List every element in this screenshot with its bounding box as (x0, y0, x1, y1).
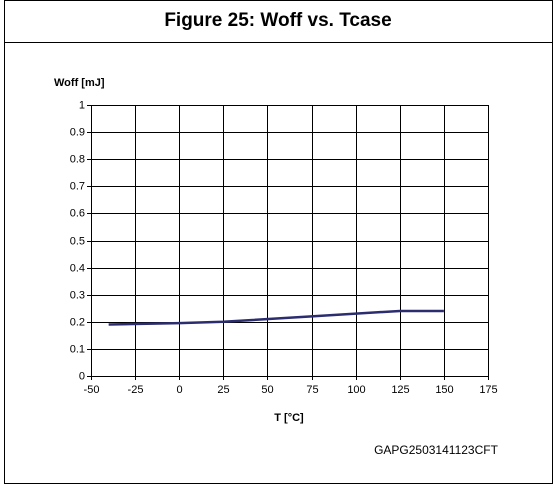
y-tick-label: 0.1 (70, 343, 85, 355)
x-tick-label: 75 (306, 384, 318, 396)
x-tick-label: -25 (128, 384, 144, 396)
x-tick-label: 175 (479, 384, 497, 396)
x-tick-label: 100 (347, 384, 365, 396)
y-tick-label: 0.2 (70, 316, 85, 328)
chart-title: Figure 25: Woff vs. Tcase (164, 10, 391, 31)
data-line (108, 309, 444, 326)
y-tick-label: 0.9 (70, 126, 85, 138)
footer-code: GAPG2503141123CFT (374, 443, 499, 457)
x-tick-label: 50 (261, 384, 273, 396)
x-tick-label: 0 (176, 384, 182, 396)
y-tick-label: 0.4 (70, 262, 85, 274)
x-tick-label: 25 (217, 384, 229, 396)
y-tick-label: 0.5 (70, 235, 85, 247)
y-tick-label: 0.6 (70, 207, 85, 219)
x-tick-label: 150 (435, 384, 453, 396)
y-axis-label: Woff [mJ] (54, 77, 105, 89)
y-tick-label: 0 (79, 370, 85, 382)
y-tick-label: 0.3 (70, 289, 85, 301)
y-tick-label: 1 (79, 99, 85, 111)
y-tick-label: 0.7 (70, 180, 85, 192)
y-tick-label: 0.8 (70, 153, 85, 165)
x-axis-label: T [°C] (274, 412, 304, 424)
x-tick-label: -50 (84, 384, 100, 396)
x-tick-label: 125 (391, 384, 409, 396)
